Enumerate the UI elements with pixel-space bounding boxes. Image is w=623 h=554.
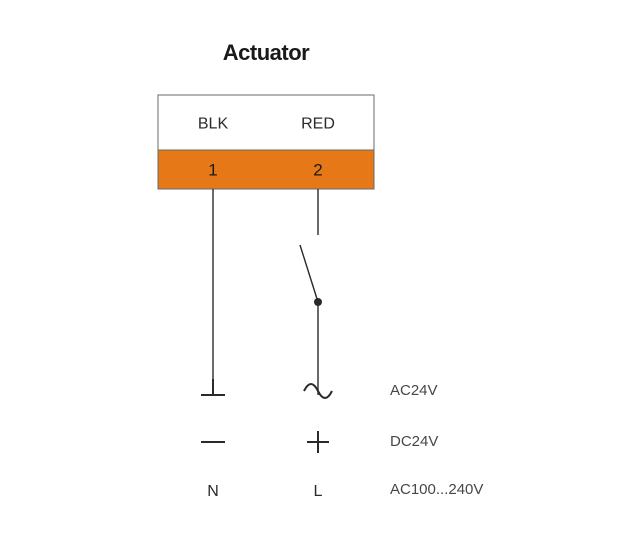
live-l-label: L	[314, 483, 323, 500]
voltage-label-dc24v: DC24V	[390, 433, 438, 450]
terminal-2-label: RED	[301, 116, 335, 133]
voltage-label-ac24v: AC24V	[390, 382, 438, 399]
background	[0, 0, 623, 554]
voltage-label-ac100-240v: AC100...240V	[390, 481, 483, 498]
terminal-number-row	[158, 150, 374, 189]
wiring-diagram: Actuator BLK RED 1 2 AC24V DC24V N L AC100...240V	[0, 0, 623, 554]
diagram-title: Actuator	[223, 40, 310, 65]
terminal-2-number: 2	[313, 161, 322, 180]
neutral-n-label: N	[207, 483, 219, 500]
terminal-1-label: BLK	[198, 116, 229, 133]
terminal-1-number: 1	[208, 161, 217, 180]
